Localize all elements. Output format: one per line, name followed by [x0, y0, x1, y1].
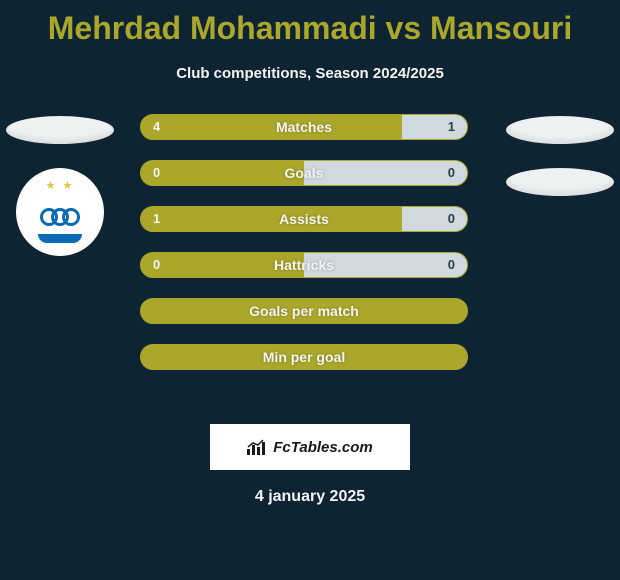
- stat-value-left: 0: [153, 253, 160, 277]
- right-player-column: [500, 110, 620, 220]
- player-left-avatar: [6, 116, 114, 144]
- stat-value-right: 0: [448, 161, 455, 185]
- stat-label: Goals per match: [141, 299, 467, 323]
- stat-row: Hattricks0 0: [140, 252, 468, 278]
- stat-row: Min per goal: [140, 344, 468, 370]
- club-stripe: [38, 234, 82, 243]
- stat-value-left: 0: [153, 161, 160, 185]
- chart-icon: [247, 439, 267, 455]
- stat-label: Assists: [141, 207, 467, 231]
- stat-value-right: 0: [448, 253, 455, 277]
- stat-value-left: 1: [153, 207, 160, 231]
- stat-bars: Matches41Goals00Assists10Hattricks00Goal…: [140, 114, 468, 390]
- branding-badge: FcTables.com: [210, 424, 410, 470]
- snapshot-date: 4 january 2025: [0, 488, 620, 506]
- stat-row: Matches4 1: [140, 114, 468, 140]
- season-subtitle: Club competitions, Season 2024/2025: [0, 65, 620, 82]
- stat-value-right: 0: [448, 207, 455, 231]
- stat-value-left: 4: [153, 115, 160, 139]
- club-logo-esteghlal: ★ ★: [16, 168, 104, 256]
- stat-row: Goals0 0: [140, 160, 468, 186]
- stat-label: Min per goal: [141, 345, 467, 369]
- player-right-avatar: [506, 116, 614, 144]
- stat-label: Goals: [141, 161, 467, 185]
- stat-row: Assists1 0: [140, 206, 468, 232]
- page-title: Mehrdad Mohammadi vs Mansouri: [0, 0, 620, 47]
- club-stars-icon: ★ ★: [46, 179, 75, 192]
- left-player-column: ★ ★: [0, 110, 120, 256]
- club-rings-icon: [40, 208, 80, 230]
- stat-label: Matches: [141, 115, 467, 139]
- stat-row: Goals per match: [140, 298, 468, 324]
- branding-text: FcTables.com: [273, 439, 372, 456]
- club-right-avatar: [506, 168, 614, 196]
- comparison-body: ★ ★ Matches41Goals00Assists10Hattricks00…: [0, 110, 620, 420]
- stat-label: Hattricks: [141, 253, 467, 277]
- stat-value-right: 1: [448, 115, 455, 139]
